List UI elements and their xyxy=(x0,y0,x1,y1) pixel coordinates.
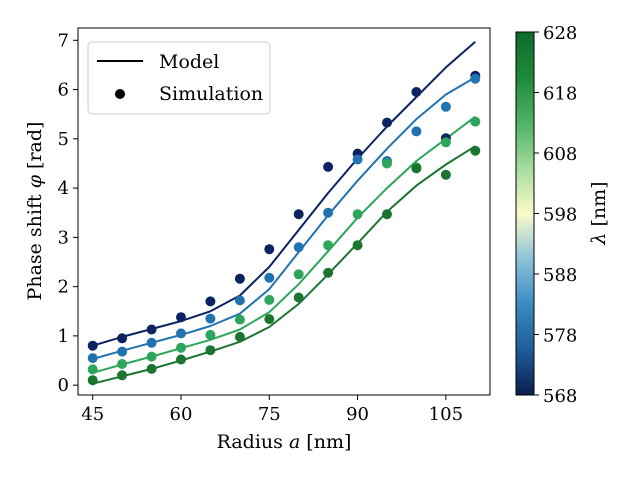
x-axis-ticks: 45 60 75 90 105 xyxy=(81,395,463,425)
sim-point-1-13 xyxy=(470,73,481,84)
sim-point-1-7 xyxy=(293,242,304,253)
x-tick-label-3: 90 xyxy=(346,404,369,425)
sim-point-2-12 xyxy=(440,137,451,148)
sim-point-2-4 xyxy=(205,329,216,340)
sim-point-3-10 xyxy=(382,209,392,220)
colorbar-tick-label-0: 568 xyxy=(543,386,577,407)
colorbar-tick-label-3: 598 xyxy=(543,205,577,226)
sim-point-0-7 xyxy=(293,209,304,220)
sim-point-2-2 xyxy=(146,351,157,362)
colorbar-tick-label-4: 608 xyxy=(543,144,577,165)
x-axis-label: Radius a [nm] xyxy=(217,431,352,453)
sim-point-3-0 xyxy=(87,375,98,386)
sim-point-1-9 xyxy=(352,154,363,165)
sim-point-1-8 xyxy=(323,207,334,218)
sim-point-3-1 xyxy=(117,370,128,381)
y-tick-label-0: 0 xyxy=(58,375,69,396)
plot-frame xyxy=(77,27,491,396)
y-tick-label-7: 7 xyxy=(58,30,69,51)
legend: Model Simulation xyxy=(87,41,271,115)
sim-point-2-0 xyxy=(87,364,98,375)
sim-point-0-3 xyxy=(176,312,186,323)
sim-point-0-1 xyxy=(117,333,128,344)
model-line-2 xyxy=(92,115,476,374)
sim-point-0-8 xyxy=(323,161,334,172)
sim-point-3-11 xyxy=(411,163,422,174)
y-tick-label-2: 2 xyxy=(58,277,69,298)
sim-point-1-1 xyxy=(117,346,128,357)
sim-point-1-12 xyxy=(440,101,451,112)
y-tick-label-6: 6 xyxy=(58,80,69,101)
sim-point-0-4 xyxy=(205,296,216,307)
sim-point-3-6 xyxy=(264,314,275,325)
model-line-0 xyxy=(92,41,476,347)
sim-point-3-4 xyxy=(205,345,216,356)
colorbar-tick-label-6: 628 xyxy=(543,23,577,44)
colorbar-ticks: 568 578 588 598 608 618 628 xyxy=(534,23,577,407)
sim-point-1-2 xyxy=(146,337,157,348)
sim-point-0-11 xyxy=(411,87,422,97)
legend-model-label: Model xyxy=(159,51,219,73)
sim-point-0-10 xyxy=(382,117,392,128)
model-line-1 xyxy=(92,76,476,360)
sim-point-0-0 xyxy=(87,340,98,351)
x-tick-label-2: 75 xyxy=(258,404,281,425)
y-tick-label-1: 1 xyxy=(58,326,69,347)
sim-point-2-3 xyxy=(176,342,186,353)
y-axis-label: Phase shift φ [rad] xyxy=(24,122,46,301)
y-tick-label-3: 3 xyxy=(58,227,69,248)
x-tick-label-0: 45 xyxy=(81,404,104,425)
sim-point-3-8 xyxy=(323,267,334,278)
sim-point-2-1 xyxy=(117,359,128,369)
legend-sim-label: Simulation xyxy=(159,83,263,105)
legend-sim-dot xyxy=(115,89,125,99)
sim-point-1-11 xyxy=(411,126,422,137)
sim-point-2-7 xyxy=(293,269,304,280)
x-tick-label-1: 60 xyxy=(170,404,193,425)
simulation-points xyxy=(87,70,481,386)
x-tick-label-4: 105 xyxy=(429,404,463,425)
sim-point-3-3 xyxy=(176,354,186,365)
sim-point-3-13 xyxy=(470,145,481,156)
colorbar-tick-label-5: 618 xyxy=(543,84,577,105)
sim-point-2-13 xyxy=(470,116,481,127)
sim-point-2-9 xyxy=(352,209,363,220)
sim-point-0-5 xyxy=(234,273,245,284)
y-axis-ticks: 0 1 2 3 4 5 6 7 xyxy=(58,30,78,396)
sim-point-2-6 xyxy=(264,294,275,305)
sim-point-3-2 xyxy=(146,363,157,374)
model-lines xyxy=(92,41,476,385)
sim-point-1-6 xyxy=(264,272,275,283)
colorbar-tick-label-2: 588 xyxy=(543,265,577,286)
sim-point-1-4 xyxy=(205,313,216,324)
model-line-3 xyxy=(92,145,476,385)
sim-point-1-0 xyxy=(87,353,98,364)
sim-point-2-5 xyxy=(234,314,245,325)
sim-point-0-2 xyxy=(146,324,157,335)
sim-point-1-5 xyxy=(234,295,245,306)
sim-point-2-10 xyxy=(382,158,392,169)
sim-point-3-9 xyxy=(352,240,363,251)
sim-point-3-5 xyxy=(234,331,245,342)
y-tick-label-4: 4 xyxy=(58,178,69,199)
colorbar: 568 578 588 598 608 618 628 λ [nm] xyxy=(515,23,610,407)
sim-point-2-8 xyxy=(323,240,334,251)
sim-point-3-12 xyxy=(440,169,451,180)
sim-point-0-6 xyxy=(264,244,275,255)
sim-point-1-3 xyxy=(176,328,186,339)
colorbar-tick-label-1: 578 xyxy=(543,326,577,347)
y-tick-label-5: 5 xyxy=(58,129,69,150)
colorbar-label: λ [nm] xyxy=(588,181,610,245)
sim-point-3-7 xyxy=(293,292,304,303)
colorbar-gradient xyxy=(515,31,535,396)
